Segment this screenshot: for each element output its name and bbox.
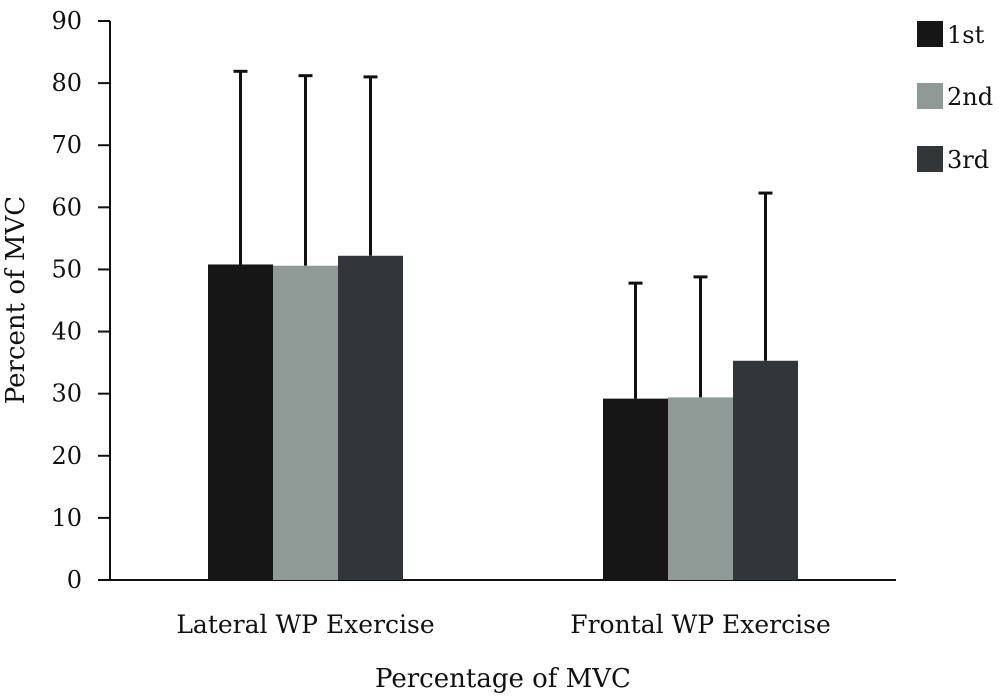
y-tick-label: 20 bbox=[51, 442, 82, 470]
y-tick-label: 0 bbox=[67, 566, 82, 594]
x-categories: Lateral WP Exercise Frontal WP Exercise bbox=[176, 610, 830, 639]
bar-3rd-frontal bbox=[733, 360, 798, 580]
legend-swatch bbox=[917, 146, 943, 172]
legend-label: 3rd bbox=[947, 146, 989, 174]
legend-swatch bbox=[917, 21, 943, 47]
y-tick-label: 80 bbox=[51, 69, 82, 97]
bar-3rd-lateral bbox=[338, 255, 403, 580]
error-bars bbox=[233, 69, 773, 399]
bars bbox=[208, 255, 798, 580]
y-tick-label: 10 bbox=[51, 504, 82, 532]
y-tick-label: 70 bbox=[51, 131, 82, 159]
bar-1st-frontal bbox=[603, 398, 668, 580]
legend-swatch bbox=[917, 83, 943, 109]
y-tick-label: 90 bbox=[51, 7, 82, 35]
y-ticks: 0 10 20 30 40 50 60 70 80 90 bbox=[51, 7, 110, 594]
bar-2nd-lateral bbox=[273, 265, 338, 580]
y-tick-label: 50 bbox=[51, 255, 82, 283]
legend-label: 2nd bbox=[947, 83, 993, 111]
legend: 1st 2nd 3rd bbox=[917, 21, 993, 174]
y-tick-label: 60 bbox=[51, 193, 82, 221]
y-axis: 0 10 20 30 40 50 60 70 80 90 bbox=[51, 7, 111, 594]
bar-1st-lateral bbox=[208, 264, 273, 580]
y-tick-label: 40 bbox=[51, 318, 82, 346]
legend-label: 1st bbox=[947, 21, 985, 49]
bar-2nd-frontal bbox=[668, 397, 733, 580]
x-category-label: Lateral WP Exercise bbox=[176, 610, 434, 639]
y-axis-title: Percent of MVC bbox=[1, 196, 31, 404]
y-tick-label: 30 bbox=[51, 380, 82, 408]
x-category-label: Frontal WP Exercise bbox=[570, 610, 831, 639]
x-axis-title: Percentage of MVC bbox=[375, 664, 631, 694]
